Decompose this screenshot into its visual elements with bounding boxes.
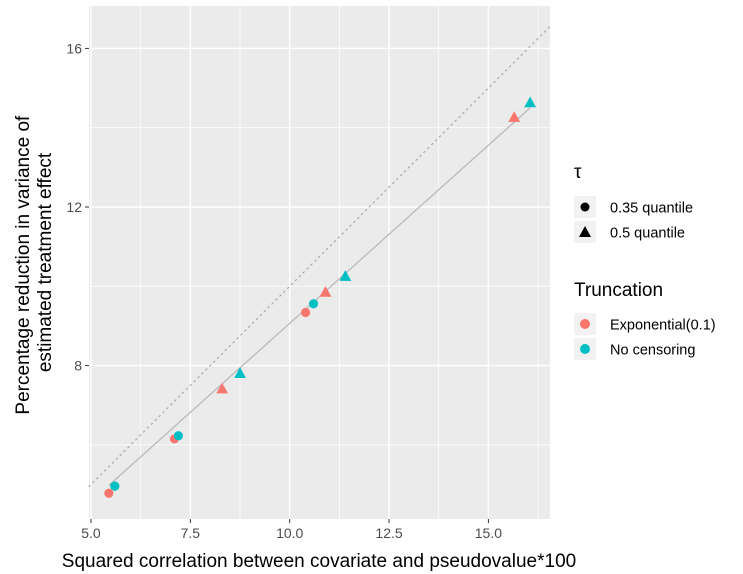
x-tick-label: 10.0 bbox=[276, 525, 303, 541]
color-legend-key-2 bbox=[580, 344, 590, 354]
data-point-triangle bbox=[216, 382, 229, 394]
data-point-circle bbox=[104, 488, 114, 498]
shape-legend-title: τ bbox=[574, 162, 582, 183]
data-point-circle bbox=[173, 431, 184, 441]
color-legend-key-1 bbox=[580, 319, 590, 329]
data-point-triangle bbox=[524, 96, 537, 108]
x-axis-title: Squared correlation between covariate an… bbox=[62, 551, 576, 572]
shape-legend-label-1: 0.35 quantile bbox=[610, 201, 693, 217]
x-axis-ticks: 5.0 7.5 10.0 12.5 15.0 bbox=[81, 519, 502, 541]
y-tick-label: 8 bbox=[74, 358, 82, 374]
fit-line-group bbox=[108, 107, 531, 486]
y-tick-label: 12 bbox=[66, 199, 82, 215]
data-point-circle bbox=[110, 481, 120, 491]
minor-grid bbox=[89, 6, 550, 519]
reference-line-group bbox=[88, 26, 551, 488]
data-point-triangle bbox=[234, 367, 246, 378]
data-points bbox=[104, 96, 537, 498]
shape-legend-triangle-key bbox=[579, 226, 591, 237]
color-legend-label-2: No censoring bbox=[610, 343, 695, 359]
major-grid bbox=[89, 6, 550, 519]
data-point-triangle bbox=[508, 111, 521, 122]
shape-legend-circle-key bbox=[580, 202, 590, 212]
data-point-circle bbox=[308, 299, 319, 309]
x-tick-label: 7.5 bbox=[181, 525, 201, 541]
color-legend: Truncation Exponential(0.1) No censoring bbox=[574, 280, 716, 360]
shape-legend: τ 0.35 quantile 0.5 quantile bbox=[574, 162, 693, 243]
data-point-circle bbox=[300, 307, 311, 318]
shape-legend-label-2: 0.5 quantile bbox=[610, 226, 685, 242]
x-tick-label: 15.0 bbox=[475, 525, 502, 541]
fit-line bbox=[108, 107, 531, 486]
x-tick-label: 12.5 bbox=[375, 525, 402, 541]
data-point-triangle bbox=[319, 286, 332, 297]
y-axis-title-line-1: Percentage reduction in variance of bbox=[13, 115, 34, 415]
data-point-triangle bbox=[339, 270, 352, 281]
x-tick-label: 5.0 bbox=[81, 525, 101, 541]
color-legend-title: Truncation bbox=[574, 280, 663, 301]
reference-line bbox=[88, 26, 551, 488]
y-axis-ticks: 8 12 16 bbox=[66, 40, 89, 374]
y-axis-title: Percentage reduction in variance of esti… bbox=[13, 110, 56, 414]
y-axis-title-line-2: estimated treatment effect bbox=[35, 152, 56, 372]
color-legend-label-1: Exponential(0.1) bbox=[610, 318, 716, 334]
y-tick-label: 16 bbox=[66, 40, 82, 56]
